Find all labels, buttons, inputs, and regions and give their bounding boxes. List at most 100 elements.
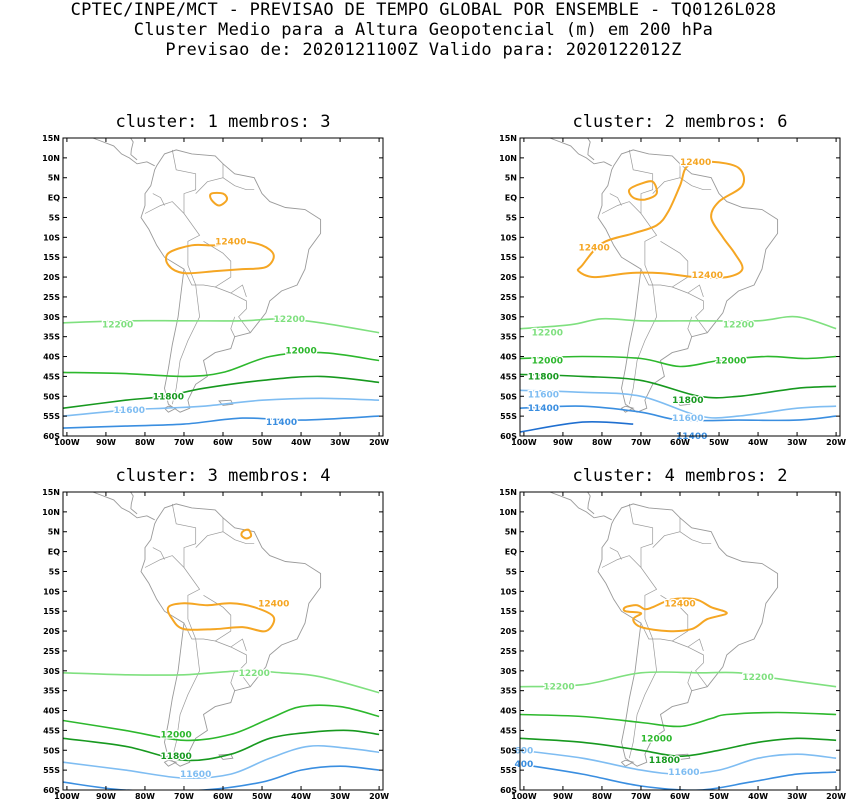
- contour-label: 11800: [161, 752, 192, 762]
- lon-tick-label: 100W: [54, 792, 80, 801]
- country-border: [215, 640, 251, 687]
- country-border: [601, 201, 658, 286]
- lat-tick-label: 50S: [43, 392, 60, 401]
- map-svg: 12400 12200 12000 11800 11600 15N 10N 5N EQ 5S 10S…: [42, 488, 389, 801]
- lon-tick-label: 60W: [670, 438, 690, 447]
- contour-12400: [240, 528, 253, 540]
- coastline: [675, 753, 691, 760]
- contour-label: 12200: [532, 329, 563, 339]
- lon-tick-label: 30W: [787, 438, 807, 447]
- contour-12000: [520, 355, 837, 368]
- lon-tick-label: 20W: [369, 792, 389, 801]
- contour-label: 12400: [680, 158, 711, 168]
- contour-label: 11600: [668, 768, 699, 778]
- lon-tick-label: 80W: [592, 438, 612, 447]
- lon-tick-label: 60W: [670, 792, 690, 801]
- coastline: [163, 759, 178, 767]
- coastline: [140, 503, 322, 767]
- cluster-panel-1: cluster: 1 membros: 3 12400 12200 12200 120…: [0, 112, 420, 452]
- lat-tick-label: 55S: [500, 412, 517, 421]
- country-border: [144, 555, 201, 640]
- contour-label: 12400: [578, 243, 609, 253]
- country-border: [230, 670, 236, 691]
- lat-tick-label: EQ: [505, 548, 517, 557]
- contour-12400: [164, 240, 275, 275]
- header-line-1: CPTEC/INPE/MCT - PREVISAO DE TEMPO GLOBA…: [70, 0, 777, 20]
- country-border: [222, 531, 255, 545]
- lon-tick-label: 50W: [252, 792, 272, 801]
- lat-tick-label: 55S: [43, 766, 60, 775]
- contour-12000: [520, 711, 837, 728]
- cluster-panel-4: cluster: 4 membros: 2 12400 12200 12200 120…: [457, 466, 847, 806]
- coastline: [548, 138, 612, 167]
- coastline: [587, 492, 595, 515]
- lat-tick-label: 60S: [43, 786, 60, 795]
- lat-tick-label: 30S: [43, 667, 60, 676]
- contour-label: 11800: [649, 756, 680, 766]
- country-border: [171, 503, 197, 568]
- lat-tick-label: 20S: [43, 273, 60, 282]
- contour-11400: [520, 405, 837, 422]
- contour-12200: [520, 671, 837, 688]
- lon-tick-label: 40W: [291, 792, 311, 801]
- lat-tick-label: 30S: [43, 313, 60, 322]
- coastline: [548, 492, 612, 521]
- lon-tick-label: 90W: [96, 792, 116, 801]
- contour-label: 12200: [742, 673, 773, 683]
- lat-tick-label: 10S: [500, 587, 517, 596]
- lat-tick-label: 25S: [43, 647, 60, 656]
- lat-tick-label: 15S: [500, 253, 517, 262]
- lat-tick-label: 15S: [500, 607, 517, 616]
- lat-tick-label: 5S: [506, 213, 518, 222]
- lat-tick-label: 5N: [48, 174, 60, 183]
- contour-label: 11600: [114, 406, 145, 416]
- cluster-panel-3: cluster: 3 membros: 4 12400 12200 12000 118…: [0, 466, 420, 806]
- country-border: [679, 531, 712, 545]
- lat-tick-label: 40S: [500, 353, 517, 362]
- country-border: [672, 286, 708, 333]
- country-border: [628, 638, 657, 759]
- lat-tick-label: 15S: [43, 607, 60, 616]
- country-border: [687, 670, 693, 691]
- lon-tick-label: 50W: [709, 438, 729, 447]
- cluster-panel-2: cluster: 2 membros: 6 12400 12400 12400 122…: [457, 112, 847, 452]
- country-border: [628, 284, 657, 405]
- country-border: [652, 163, 681, 194]
- country-border: [652, 517, 681, 548]
- lat-tick-label: 15S: [43, 253, 60, 262]
- contour-12400: [209, 191, 229, 207]
- country-border: [171, 284, 200, 405]
- contour-12000: [63, 351, 380, 378]
- contour-label: 11400: [528, 404, 559, 414]
- map-svg: 12400 12400 12400 12200 12200 12000 12000 11800…: [499, 134, 846, 447]
- country-border: [640, 241, 689, 288]
- lon-tick-label: 30W: [787, 792, 807, 801]
- lat-tick-label: 10N: [42, 508, 60, 517]
- lon-tick-label: 50W: [252, 438, 272, 447]
- lon-tick-label: 80W: [135, 792, 155, 801]
- lat-tick-label: 5N: [505, 174, 517, 183]
- contour-12400: [576, 160, 745, 279]
- lat-tick-label: 60S: [43, 432, 60, 441]
- lon-tick-label: 70W: [631, 792, 651, 801]
- lat-tick-label: 10N: [42, 154, 60, 163]
- country-border: [222, 177, 255, 191]
- contour-label: 12200: [239, 669, 270, 679]
- lon-tick-label: 80W: [592, 792, 612, 801]
- coastline: [140, 149, 322, 413]
- lat-tick-label: 10S: [43, 233, 60, 242]
- contour-label: 11600: [672, 414, 703, 424]
- contour-12400: [166, 602, 276, 633]
- lat-tick-label: 45S: [500, 726, 517, 735]
- country-border: [628, 503, 654, 568]
- country-border: [195, 163, 224, 194]
- map-content: [520, 492, 837, 790]
- lat-tick-label: 40S: [43, 707, 60, 716]
- contour-11800: [520, 737, 837, 758]
- lon-tick-label: 70W: [631, 438, 651, 447]
- contour-11600: [63, 397, 380, 417]
- lat-tick-label: 15N: [42, 134, 60, 143]
- contour-12000: [63, 704, 380, 742]
- contour-label: 12200: [543, 683, 574, 693]
- contour-11600: [63, 744, 380, 780]
